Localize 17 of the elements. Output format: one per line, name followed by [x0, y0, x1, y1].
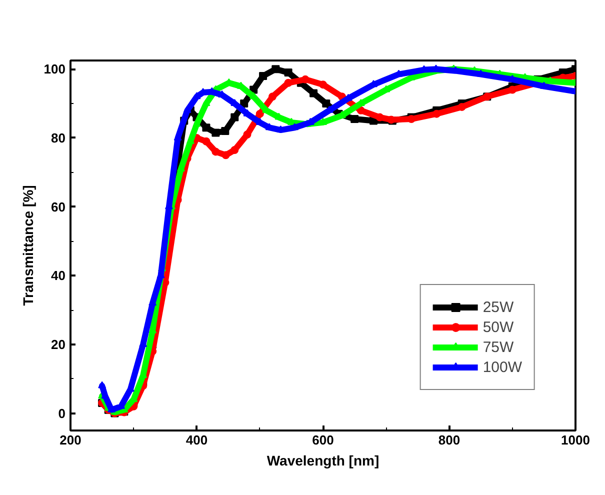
y-axis-title: Transmittance [%] — [20, 185, 36, 306]
x-tick-label: 200 — [60, 432, 82, 448]
y-tick-label: 60 — [51, 199, 66, 214]
x-tick-label: 800 — [438, 432, 460, 448]
y-tick-label: 80 — [51, 130, 66, 146]
y-tick-label: 100 — [44, 62, 66, 77]
legend-label: 100W — [482, 358, 522, 376]
y-tick-label: 0 — [58, 406, 66, 421]
legend-label: 25W — [482, 298, 514, 316]
legend-label: 50W — [482, 318, 514, 336]
legend-label: 75W — [482, 338, 514, 356]
x-tick-label: 400 — [186, 432, 208, 448]
x-tick-label: 600 — [312, 432, 334, 448]
x-tick-label: 1000 — [561, 432, 590, 448]
y-tick-label: 40 — [51, 268, 66, 284]
x-axis-title: Wavelength [nm] — [266, 452, 380, 468]
y-tick-label: 20 — [51, 336, 66, 352]
